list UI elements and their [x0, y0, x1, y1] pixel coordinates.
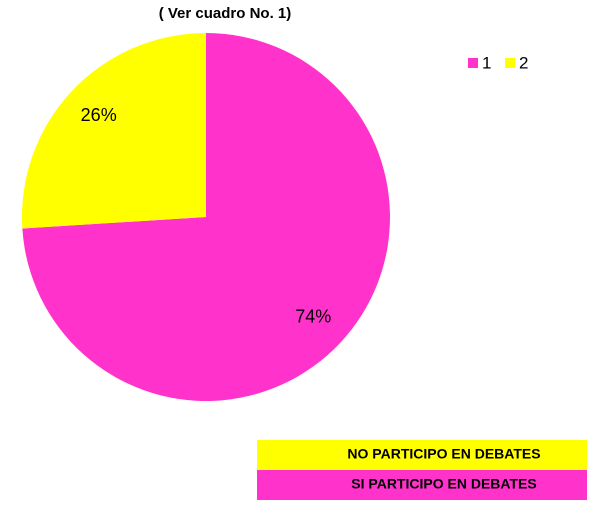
table-label: NO PARTICIPO EN DEBATES — [347, 446, 540, 462]
legend-swatch — [468, 58, 478, 68]
table-label: SI PARTICIPO EN DEBATES — [351, 476, 536, 492]
table-row — [257, 470, 587, 500]
chart-title: ( Ver cuadro No. 1) — [159, 5, 292, 22]
legend-label: 2 — [519, 53, 528, 72]
pie-slice — [22, 33, 206, 229]
table-row — [257, 440, 587, 470]
data-label: 74% — [295, 307, 331, 327]
pie-slice — [22, 33, 390, 401]
data-label: 26% — [81, 105, 117, 125]
legend-swatch — [505, 58, 515, 68]
legend-label: 1 — [482, 53, 491, 72]
